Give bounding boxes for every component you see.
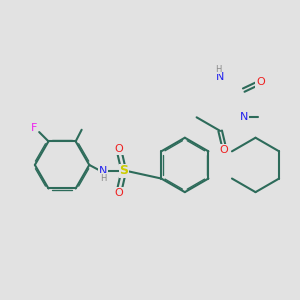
Text: F: F xyxy=(31,123,38,133)
Text: N: N xyxy=(216,71,224,82)
Text: N: N xyxy=(240,112,248,122)
Text: N: N xyxy=(99,166,107,176)
Text: H: H xyxy=(215,65,221,74)
Text: O: O xyxy=(114,188,123,198)
Text: O: O xyxy=(114,144,123,154)
Text: O: O xyxy=(219,145,228,154)
Text: S: S xyxy=(119,164,128,177)
Text: H: H xyxy=(100,174,106,183)
Text: O: O xyxy=(256,77,265,88)
